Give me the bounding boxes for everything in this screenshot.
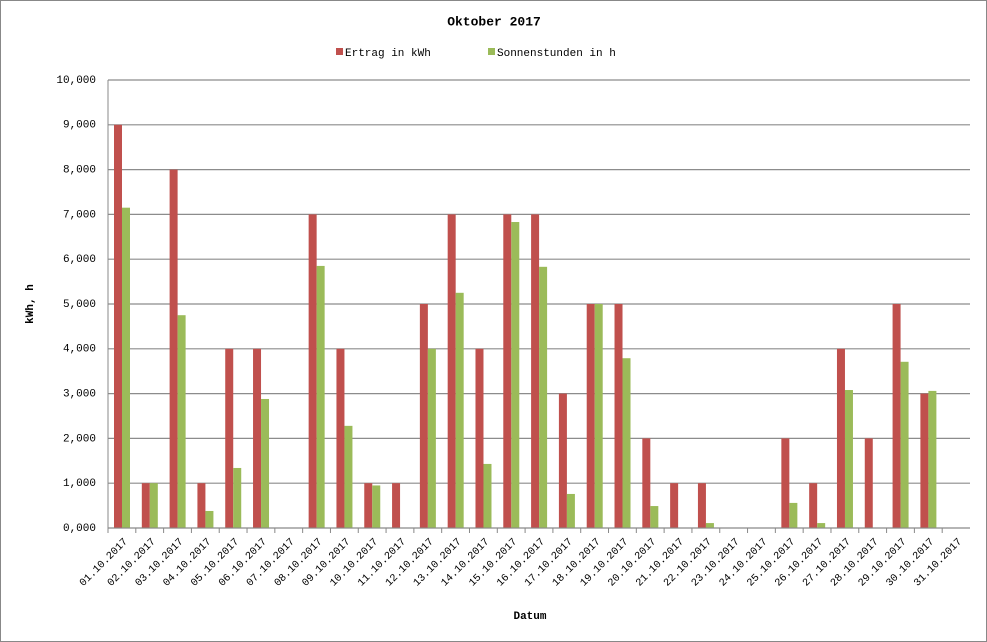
bar bbox=[817, 523, 826, 528]
bar bbox=[392, 483, 401, 528]
y-axis-title: kWh, h bbox=[25, 284, 37, 324]
bar bbox=[511, 222, 520, 529]
bar bbox=[844, 390, 853, 528]
y-tick-label: 4,000 bbox=[63, 344, 96, 356]
bar bbox=[483, 463, 492, 528]
legend-label: Sonnenstunden in h bbox=[497, 48, 616, 60]
bar bbox=[900, 361, 909, 528]
bar bbox=[539, 266, 548, 528]
bar bbox=[558, 393, 567, 528]
bar bbox=[809, 483, 818, 528]
y-tick-label: 5,000 bbox=[63, 299, 96, 311]
bar bbox=[336, 348, 345, 528]
y-tick-label: 1,000 bbox=[63, 478, 96, 490]
bar bbox=[642, 438, 651, 528]
bar bbox=[566, 493, 575, 528]
y-tick-label: 3,000 bbox=[63, 389, 96, 401]
bar bbox=[531, 214, 540, 528]
legend-swatch bbox=[488, 48, 495, 55]
x-axis-title: Datum bbox=[513, 611, 546, 623]
y-tick-label: 9,000 bbox=[63, 120, 96, 132]
bar bbox=[141, 483, 150, 528]
bar bbox=[864, 438, 873, 528]
y-tick-label: 10,000 bbox=[56, 75, 96, 87]
bar bbox=[781, 438, 790, 528]
bar bbox=[427, 348, 436, 528]
bar bbox=[197, 483, 206, 528]
bar bbox=[614, 304, 623, 528]
legend-label: Ertrag in kWh bbox=[345, 48, 431, 60]
bar bbox=[836, 348, 845, 528]
bar bbox=[705, 523, 714, 528]
bar bbox=[455, 292, 464, 528]
y-tick-label: 6,000 bbox=[63, 254, 96, 266]
bar bbox=[892, 304, 901, 528]
chart-title: Oktober 2017 bbox=[447, 14, 541, 29]
bar bbox=[233, 467, 242, 528]
bar bbox=[928, 390, 937, 528]
bar bbox=[316, 265, 325, 528]
bar bbox=[114, 124, 122, 529]
bar bbox=[697, 483, 706, 528]
y-tick-label: 0,000 bbox=[63, 523, 96, 535]
bar bbox=[475, 348, 484, 528]
bar bbox=[308, 214, 317, 528]
bar bbox=[670, 483, 679, 528]
bar bbox=[586, 304, 595, 528]
bar bbox=[789, 502, 798, 528]
y-tick-label: 7,000 bbox=[63, 209, 96, 221]
bar bbox=[177, 315, 186, 528]
bar bbox=[169, 169, 178, 528]
bar bbox=[122, 207, 130, 528]
bar bbox=[149, 483, 158, 528]
bar bbox=[594, 304, 603, 528]
bar bbox=[622, 358, 631, 528]
bar bbox=[253, 348, 262, 528]
bar bbox=[447, 214, 456, 528]
legend-swatch bbox=[336, 48, 343, 55]
bar bbox=[372, 485, 381, 528]
bar bbox=[344, 425, 353, 528]
bar bbox=[920, 393, 929, 528]
bar bbox=[503, 214, 512, 528]
bar bbox=[225, 348, 234, 528]
bar bbox=[364, 483, 373, 528]
bar bbox=[419, 304, 428, 528]
y-tick-label: 2,000 bbox=[63, 433, 96, 445]
bar bbox=[650, 506, 659, 528]
y-tick-label: 8,000 bbox=[63, 165, 96, 177]
bar bbox=[261, 398, 270, 528]
bar bbox=[205, 510, 214, 528]
